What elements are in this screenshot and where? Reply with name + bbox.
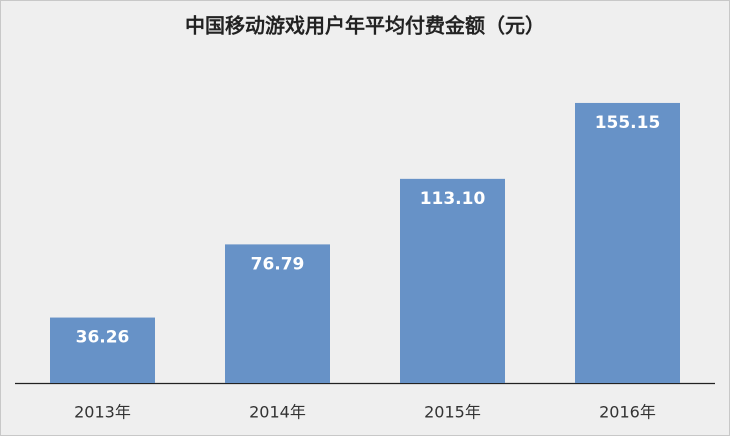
bar — [225, 244, 330, 383]
value-label: 155.15 — [595, 113, 661, 133]
chart-title: 中国移动游戏用户年平均付费金额（元） — [185, 14, 545, 38]
bar — [400, 178, 505, 383]
value-label: 113.10 — [420, 189, 486, 209]
value-label: 76.79 — [251, 254, 305, 274]
x-tick-label: 2016年 — [599, 403, 656, 422]
x-tick-label: 2014年 — [249, 403, 306, 422]
x-tick-label: 2013年 — [74, 403, 131, 422]
bar — [50, 317, 155, 383]
bar — [575, 102, 680, 383]
x-tick-label: 2015年 — [424, 403, 481, 422]
value-label: 36.26 — [76, 328, 130, 348]
